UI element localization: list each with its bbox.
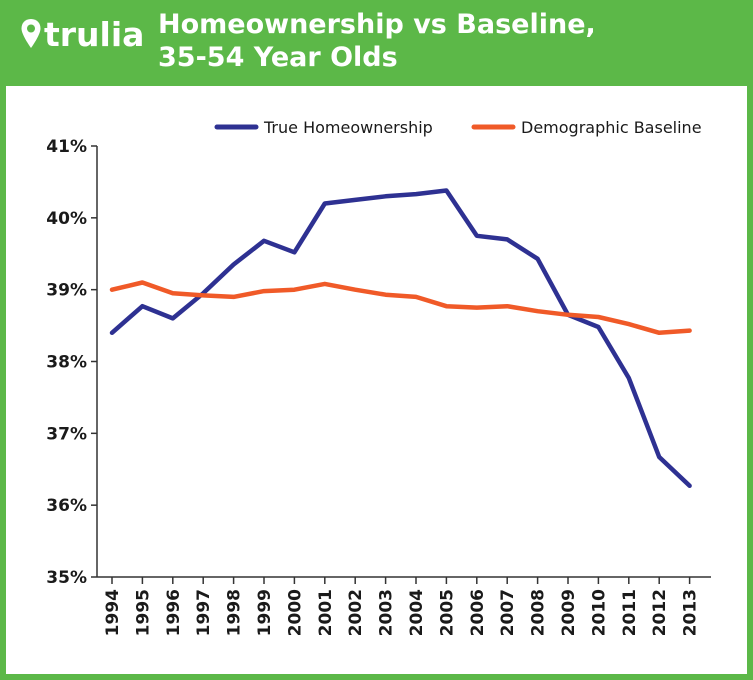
legend: True Homeownership Demographic Baseline: [214, 118, 702, 137]
x-tick-label: 2009: [559, 589, 579, 636]
y-tick-label: 37%: [46, 424, 87, 444]
x-tick-label: 1996: [164, 589, 184, 636]
axes: 35% 36% 37% 38% 39% 40% 41% 1994 1995 1996 1997 199…: [46, 137, 711, 636]
x-tick-label: 2007: [498, 589, 518, 636]
y-tick-label: 36%: [46, 496, 87, 516]
title-line-1: Homeownership vs Baseline,: [158, 9, 596, 40]
y-tick-label: 39%: [46, 281, 87, 301]
series-lines: [109, 188, 692, 489]
y-tick-label: 40%: [46, 209, 87, 229]
x-tick-label: 2000: [285, 589, 305, 636]
title-line-2: 35-54 Year Olds: [158, 42, 398, 73]
legend-label-demographic-baseline: Demographic Baseline: [521, 118, 702, 137]
x-tick-label: 2010: [589, 589, 609, 636]
series-line-true-homeownership: [109, 188, 692, 489]
x-tick-label: 2012: [650, 589, 670, 636]
x-tick-label: 2003: [377, 589, 397, 636]
logo-text: trulia: [44, 14, 145, 54]
x-tick-label: 2011: [620, 589, 640, 636]
x-tick-label: 1998: [225, 589, 245, 636]
x-tick-label: 2013: [681, 589, 701, 636]
y-tick-label: 38%: [46, 353, 87, 373]
x-tick-label: 1999: [255, 589, 275, 636]
x-tick-label: 2002: [346, 589, 366, 636]
x-tick-label: 2004: [407, 589, 427, 636]
trulia-logo: trulia: [20, 14, 145, 54]
y-tick-label: 35%: [46, 568, 87, 588]
x-tick-label: 1997: [194, 589, 214, 636]
x-tick-label: 2008: [529, 589, 549, 636]
x-tick-label: 2006: [468, 589, 488, 636]
y-tick-label: 41%: [46, 137, 87, 157]
x-tick-label: 1995: [133, 589, 153, 636]
chart-title: Homeownership vs Baseline, 35-54 Year Ol…: [158, 8, 596, 74]
map-pin-icon: [21, 19, 41, 48]
series-line-demographic-baseline: [109, 280, 692, 336]
x-tick-label: 2005: [437, 589, 457, 636]
legend-label-true-homeownership: True Homeownership: [263, 118, 433, 137]
x-tick-label: 1994: [103, 589, 123, 636]
header-banner: trulia Homeownership vs Baseline, 35-54 …: [0, 0, 753, 86]
x-tick-label: 2001: [316, 589, 336, 636]
line-chart: True Homeownership Demographic Baseline …: [46, 118, 711, 636]
